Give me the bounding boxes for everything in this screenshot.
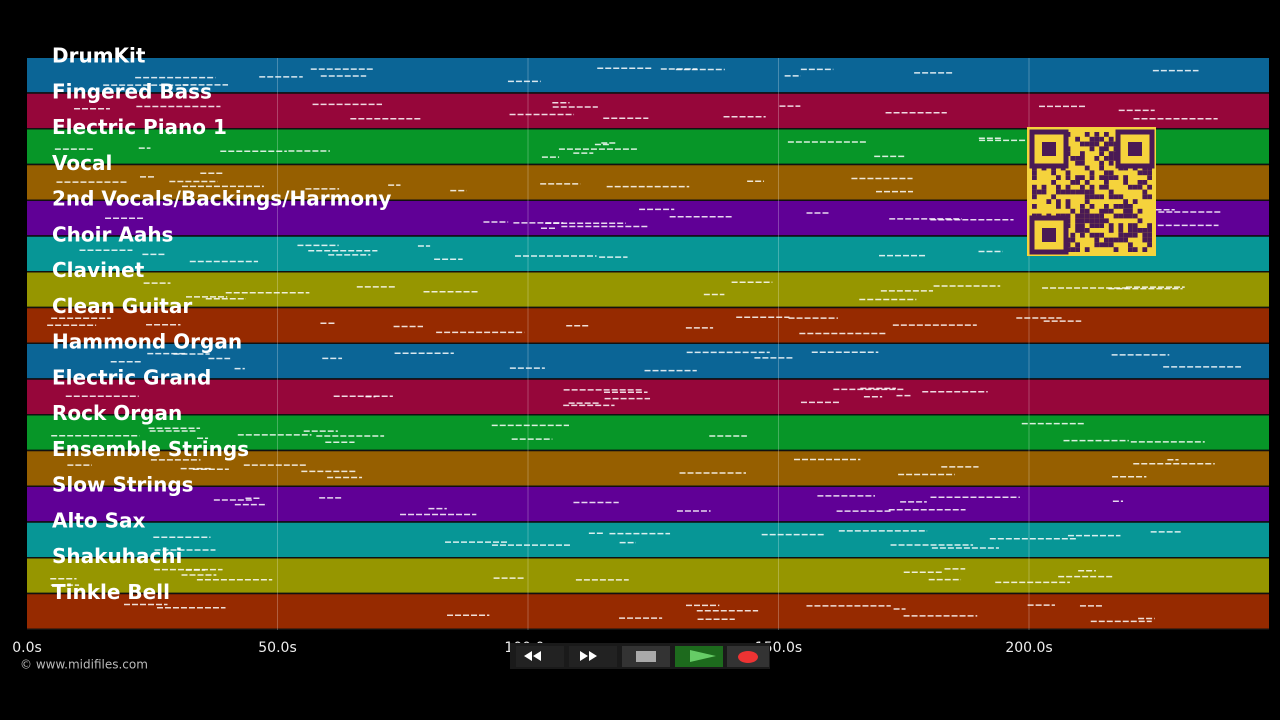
forward-button[interactable] [569, 646, 617, 667]
track-label: Hammond Organ [52, 330, 242, 354]
track-band [27, 415, 1269, 450]
track-band [27, 451, 1269, 486]
track-label: Vocal [52, 151, 112, 175]
track-label: DrumKit [52, 44, 146, 68]
track-band [27, 487, 1269, 522]
track-label: Electric Grand [52, 365, 211, 389]
track-label: Tinkle Bell [52, 580, 170, 604]
copyright: © www.midifiles.com [20, 658, 148, 672]
track-label: Fingered Bass [52, 79, 212, 103]
track-label: Ensemble Strings [52, 437, 249, 461]
track-band [27, 344, 1269, 379]
time-label: 50.0s [258, 640, 296, 656]
qr-code [1027, 127, 1156, 256]
track-label: Electric Piano 1 [52, 115, 227, 139]
time-label: 0.0s [12, 640, 42, 656]
track-band [27, 522, 1269, 557]
track-band [27, 558, 1269, 593]
track-label: Rock Organ [52, 401, 182, 425]
track-label: Slow Strings [52, 473, 194, 497]
record-button[interactable] [727, 646, 769, 667]
tracks [27, 58, 1269, 630]
track-band [27, 379, 1269, 414]
track-labels: DrumKit Fingered Bass Electric Piano 1 Voca… [52, 44, 391, 604]
track-band [27, 272, 1269, 307]
track-band [27, 58, 1269, 93]
track-band [27, 308, 1269, 343]
track-band [27, 594, 1269, 629]
transport-controls [510, 643, 770, 669]
track-label: 2nd Vocals/Backings/Harmony [52, 187, 391, 211]
track-label: Shakuhachi [52, 544, 182, 568]
play-button[interactable] [675, 646, 723, 667]
track-label: Clean Guitar [52, 294, 192, 318]
track-label: Alto Sax [52, 508, 145, 532]
track-label: Choir Aahs [52, 222, 173, 246]
track-label: Clavinet [52, 258, 145, 282]
rewind-button[interactable] [516, 646, 564, 667]
time-label: 200.0s [1005, 640, 1052, 656]
stop-button[interactable] [622, 646, 670, 667]
track-band [27, 93, 1269, 128]
